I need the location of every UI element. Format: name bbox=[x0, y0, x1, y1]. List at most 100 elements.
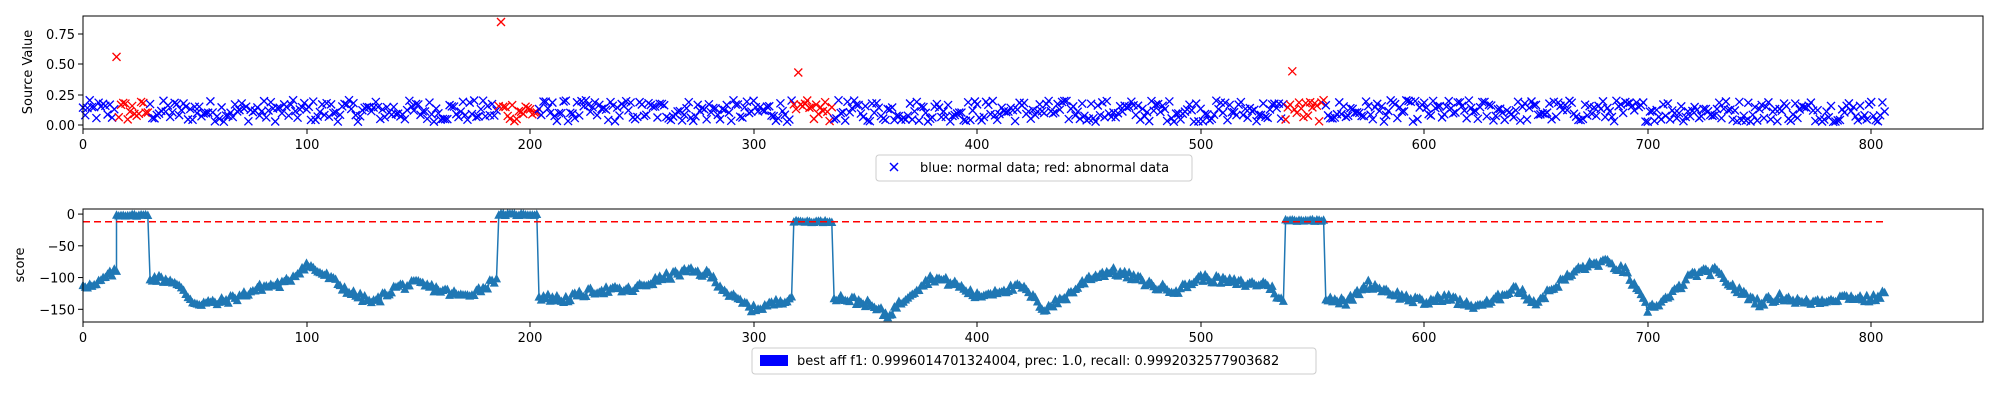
score-point bbox=[1100, 271, 1110, 281]
scatter-point bbox=[874, 103, 884, 113]
scatter-point bbox=[1419, 98, 1429, 108]
score-point bbox=[860, 301, 870, 311]
scatter-point bbox=[715, 114, 725, 124]
scatter-point bbox=[530, 107, 539, 117]
scatter-point bbox=[1511, 105, 1521, 115]
bottom-y-axis-label: score bbox=[13, 248, 28, 283]
scatter-point bbox=[525, 104, 535, 114]
scatter-point bbox=[807, 102, 817, 112]
score-point bbox=[1759, 300, 1769, 309]
scatter-point bbox=[1209, 110, 1219, 120]
score-point bbox=[1640, 297, 1650, 306]
scatter-point bbox=[1623, 99, 1633, 109]
scatter-point bbox=[463, 115, 472, 125]
score-point bbox=[1705, 270, 1715, 280]
scatter-point bbox=[1674, 108, 1684, 118]
scatter-point bbox=[1578, 114, 1588, 124]
top-points bbox=[78, 17, 1890, 127]
scatter-point bbox=[523, 103, 533, 113]
scatter-point bbox=[219, 117, 229, 127]
score-point bbox=[892, 303, 902, 312]
top-y-tick-label: 0.25 bbox=[46, 89, 75, 104]
scatter-point bbox=[476, 104, 486, 114]
scatter-point bbox=[1459, 106, 1469, 115]
scatter-point bbox=[214, 114, 224, 124]
score-point bbox=[299, 265, 309, 274]
bottom-x-tick-label: 0 bbox=[79, 331, 87, 346]
scatter-point bbox=[333, 117, 343, 127]
scatter-point bbox=[293, 113, 303, 123]
bottom-x-tick-label: 700 bbox=[1636, 331, 1661, 346]
scatter-point bbox=[1598, 96, 1608, 106]
scatter-point bbox=[489, 111, 499, 121]
scatter-point bbox=[574, 110, 584, 120]
scatter-point bbox=[1133, 101, 1143, 111]
scatter-point bbox=[1377, 101, 1387, 111]
scatter-point bbox=[518, 109, 528, 119]
scatter-point bbox=[1522, 115, 1532, 124]
scatter-point bbox=[1404, 96, 1413, 106]
score-point bbox=[1216, 278, 1226, 287]
scatter-point bbox=[563, 116, 573, 126]
scatter-point bbox=[623, 105, 633, 115]
bottom-plot-frame bbox=[82, 208, 1984, 323]
scatter-point bbox=[1591, 111, 1601, 121]
scatter-point bbox=[838, 107, 848, 117]
scatter-point bbox=[205, 96, 215, 106]
scatter-point bbox=[1544, 99, 1554, 109]
scatter-point bbox=[1314, 116, 1324, 126]
scatter-point bbox=[411, 99, 421, 109]
scatter-point bbox=[845, 107, 855, 117]
score-point bbox=[1392, 287, 1402, 296]
score-point bbox=[286, 276, 296, 285]
scatter-point bbox=[1243, 113, 1253, 123]
score-point bbox=[1752, 293, 1762, 303]
top-y-ticks: 0.00 0.25 0.50 0.75 bbox=[46, 28, 83, 134]
scatter-point bbox=[1486, 101, 1496, 111]
scatter-point bbox=[281, 102, 291, 112]
scatter-point bbox=[1866, 97, 1876, 107]
scatter-point bbox=[284, 111, 294, 121]
scatter-point bbox=[1073, 107, 1083, 117]
scatter-point bbox=[326, 99, 336, 109]
scatter-point bbox=[378, 104, 387, 114]
scatter-point bbox=[1187, 105, 1197, 115]
scatter-point bbox=[1468, 107, 1478, 117]
scatter-point bbox=[1010, 116, 1020, 126]
scatter-point bbox=[226, 108, 235, 118]
score-point bbox=[375, 296, 385, 306]
scatter-point bbox=[1064, 114, 1074, 124]
scatter-point bbox=[1786, 116, 1796, 126]
score-point bbox=[1643, 307, 1653, 316]
scatter-point bbox=[1759, 113, 1769, 123]
bottom-legend-label: best aff f1: 0.9996014701324004, prec: 1… bbox=[797, 354, 1279, 369]
scatter-point bbox=[731, 100, 741, 110]
scatter-point bbox=[1321, 100, 1331, 110]
scatter-point bbox=[784, 115, 794, 125]
score-point bbox=[648, 279, 658, 289]
score-point bbox=[532, 209, 542, 218]
scatter-point bbox=[1509, 112, 1519, 122]
scatter-point bbox=[1652, 105, 1662, 115]
scatter-point bbox=[693, 100, 703, 110]
scatter-point bbox=[1656, 114, 1666, 124]
scatter-point bbox=[389, 102, 399, 112]
scatter-point bbox=[1748, 110, 1758, 120]
scatter-point bbox=[1457, 101, 1467, 111]
top-x-tick-label: 0 bbox=[79, 138, 87, 153]
scatter-point bbox=[141, 108, 151, 118]
scatter-point bbox=[813, 109, 823, 119]
scatter-point bbox=[210, 116, 220, 126]
score-point bbox=[887, 309, 897, 319]
scatter-point bbox=[657, 99, 667, 109]
scatter-point bbox=[1542, 108, 1552, 118]
scatter-point bbox=[702, 114, 712, 124]
scatter-point bbox=[91, 113, 101, 123]
scatter-point bbox=[328, 108, 338, 118]
scatter-point bbox=[641, 110, 651, 120]
scatter-point bbox=[825, 116, 835, 126]
scatter-point bbox=[127, 101, 137, 111]
top-x-tick-label: 600 bbox=[1412, 138, 1437, 153]
scatter-point bbox=[945, 116, 955, 126]
scatter-point bbox=[1766, 114, 1776, 124]
